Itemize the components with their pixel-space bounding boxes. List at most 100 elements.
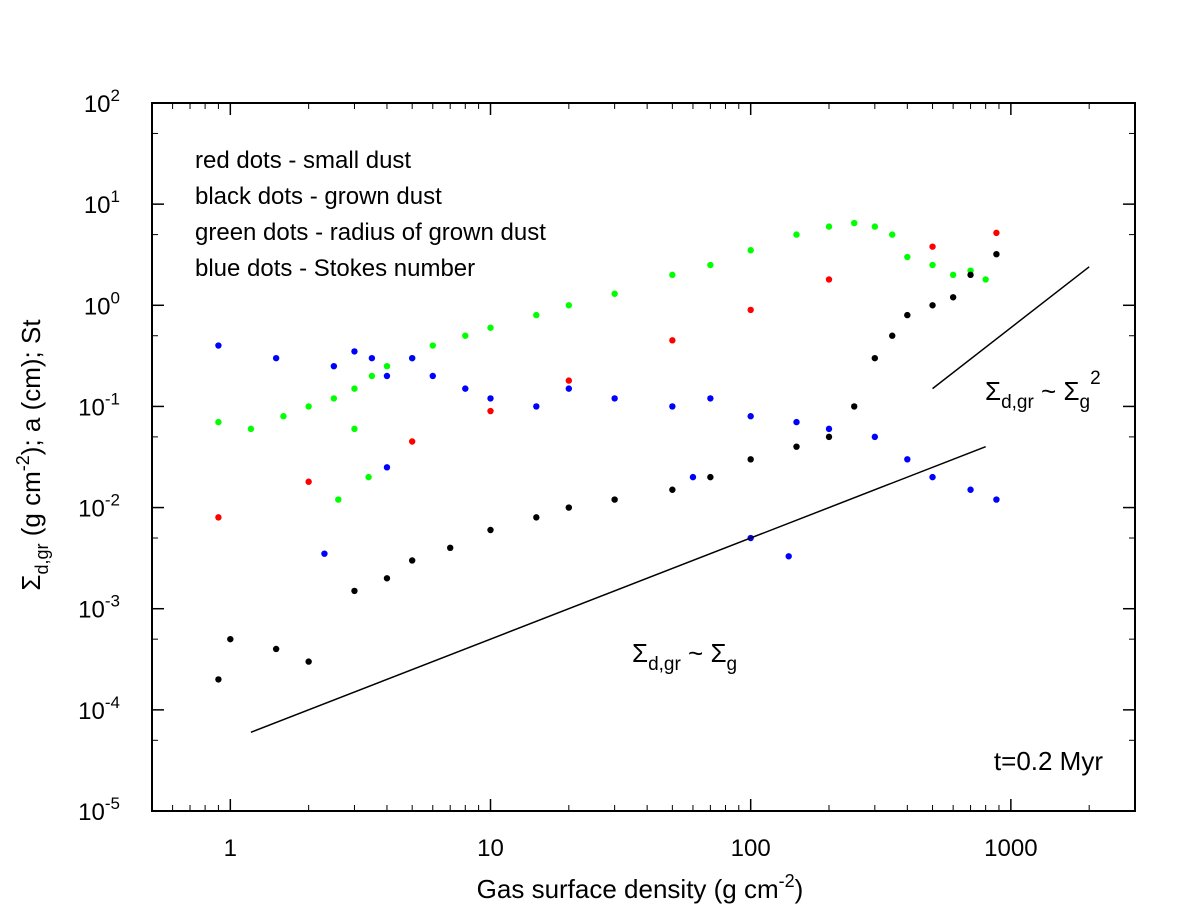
data-point [351, 425, 358, 433]
data-point [351, 348, 358, 355]
y-tick-label-exponent: 2 [111, 86, 120, 105]
data-point [305, 403, 312, 410]
time-label: t=0.2 Myr [994, 746, 1103, 776]
data-point [611, 496, 618, 503]
data-point [487, 395, 494, 402]
data-point [330, 395, 338, 402]
y-tick-label-base: 10 [78, 394, 105, 421]
y-tick-label-base: 10 [84, 293, 111, 320]
data-point [993, 496, 1000, 503]
data-point [825, 276, 833, 283]
y-tick-label-exponent: 0 [111, 288, 120, 307]
data-point [215, 514, 222, 521]
data-point [368, 354, 376, 362]
data-point [611, 290, 618, 297]
data-point [793, 418, 800, 426]
y-axis-title: Σd,gr (g cm-2); a (cm); St [13, 319, 52, 591]
x-tick-label: 10 [477, 835, 504, 862]
data-point [383, 362, 391, 370]
data-point [993, 229, 1000, 237]
data-point [321, 550, 328, 557]
data-point [368, 372, 376, 380]
data-point [747, 456, 754, 463]
data-point [335, 496, 342, 503]
reference-line [932, 266, 1090, 390]
data-point [967, 271, 974, 279]
data-point [215, 676, 222, 683]
data-point [929, 302, 936, 309]
data-point [707, 261, 714, 269]
y-tick-label: 10-3 [78, 592, 120, 624]
data-point [967, 486, 974, 493]
data-point [533, 514, 540, 521]
y-tick-label-exponent: -2 [105, 491, 120, 510]
data-point [611, 395, 618, 402]
data-point [747, 306, 754, 314]
data-point [669, 271, 676, 279]
y-tick-label-exponent: -3 [105, 592, 120, 611]
data-point [871, 433, 879, 441]
data-point [227, 635, 234, 643]
y-tick-label: 102 [84, 86, 120, 118]
quadratic-slope-label: Σd,gr ~ Σg2 [985, 368, 1101, 413]
data-point [215, 418, 222, 426]
data-point [904, 253, 911, 261]
data-point [871, 354, 879, 362]
data-point [851, 219, 858, 227]
legend-entry-red: red dots - small dust [195, 147, 411, 174]
data-point [533, 403, 540, 410]
data-point [825, 433, 833, 441]
data-point [383, 372, 391, 380]
reference-line [250, 445, 986, 733]
data-point [215, 342, 222, 349]
plot-frame [151, 102, 1136, 812]
data-point [280, 413, 287, 420]
linear-slope-label: Σd,gr ~ Σg [632, 638, 737, 675]
data-point [929, 243, 936, 250]
y-tick-label: 10-1 [78, 389, 120, 421]
data-point [707, 395, 714, 402]
data-point [330, 362, 338, 370]
data-point [707, 473, 714, 481]
data-point [351, 385, 358, 392]
legend-entry-blue: blue dots - Stokes number [195, 255, 475, 282]
data-point [949, 294, 957, 301]
data-point [565, 385, 573, 392]
y-tick-label-base: 10 [84, 91, 111, 118]
legend-entry-black: black dots - grown dust [195, 183, 442, 210]
y-tick-label-base: 10 [84, 192, 111, 219]
data-point [825, 223, 833, 230]
data-point [929, 473, 936, 481]
data-point [429, 372, 436, 380]
y-tick-label: 100 [84, 288, 120, 320]
data-point [383, 575, 391, 582]
data-point [408, 438, 416, 445]
data-point [982, 276, 989, 283]
x-tick-label: 100 [731, 835, 771, 862]
y-tick-label-exponent: -5 [105, 794, 120, 813]
data-point [446, 544, 454, 552]
data-point [669, 337, 676, 344]
data-point [825, 425, 833, 433]
x-axis-title: Gas surface density (g cm-2) [477, 871, 804, 904]
data-point [949, 271, 957, 279]
data-point [487, 407, 494, 415]
y-tick-label: 101 [84, 187, 120, 219]
data-point [785, 553, 792, 560]
data-point [565, 377, 573, 384]
y-tick-label: 10-2 [78, 491, 120, 523]
data-point [793, 231, 800, 238]
data-point [247, 425, 255, 433]
data-point [689, 473, 697, 481]
data-point [747, 247, 754, 254]
data-point [383, 464, 391, 471]
data-point [669, 486, 676, 493]
data-point [565, 302, 573, 309]
data-layer [215, 219, 1090, 733]
data-point [929, 261, 936, 269]
data-point [487, 324, 494, 331]
data-point [993, 250, 1000, 258]
y-tick-label: 10-5 [78, 794, 120, 826]
y-tick-label-exponent: -4 [105, 693, 120, 712]
